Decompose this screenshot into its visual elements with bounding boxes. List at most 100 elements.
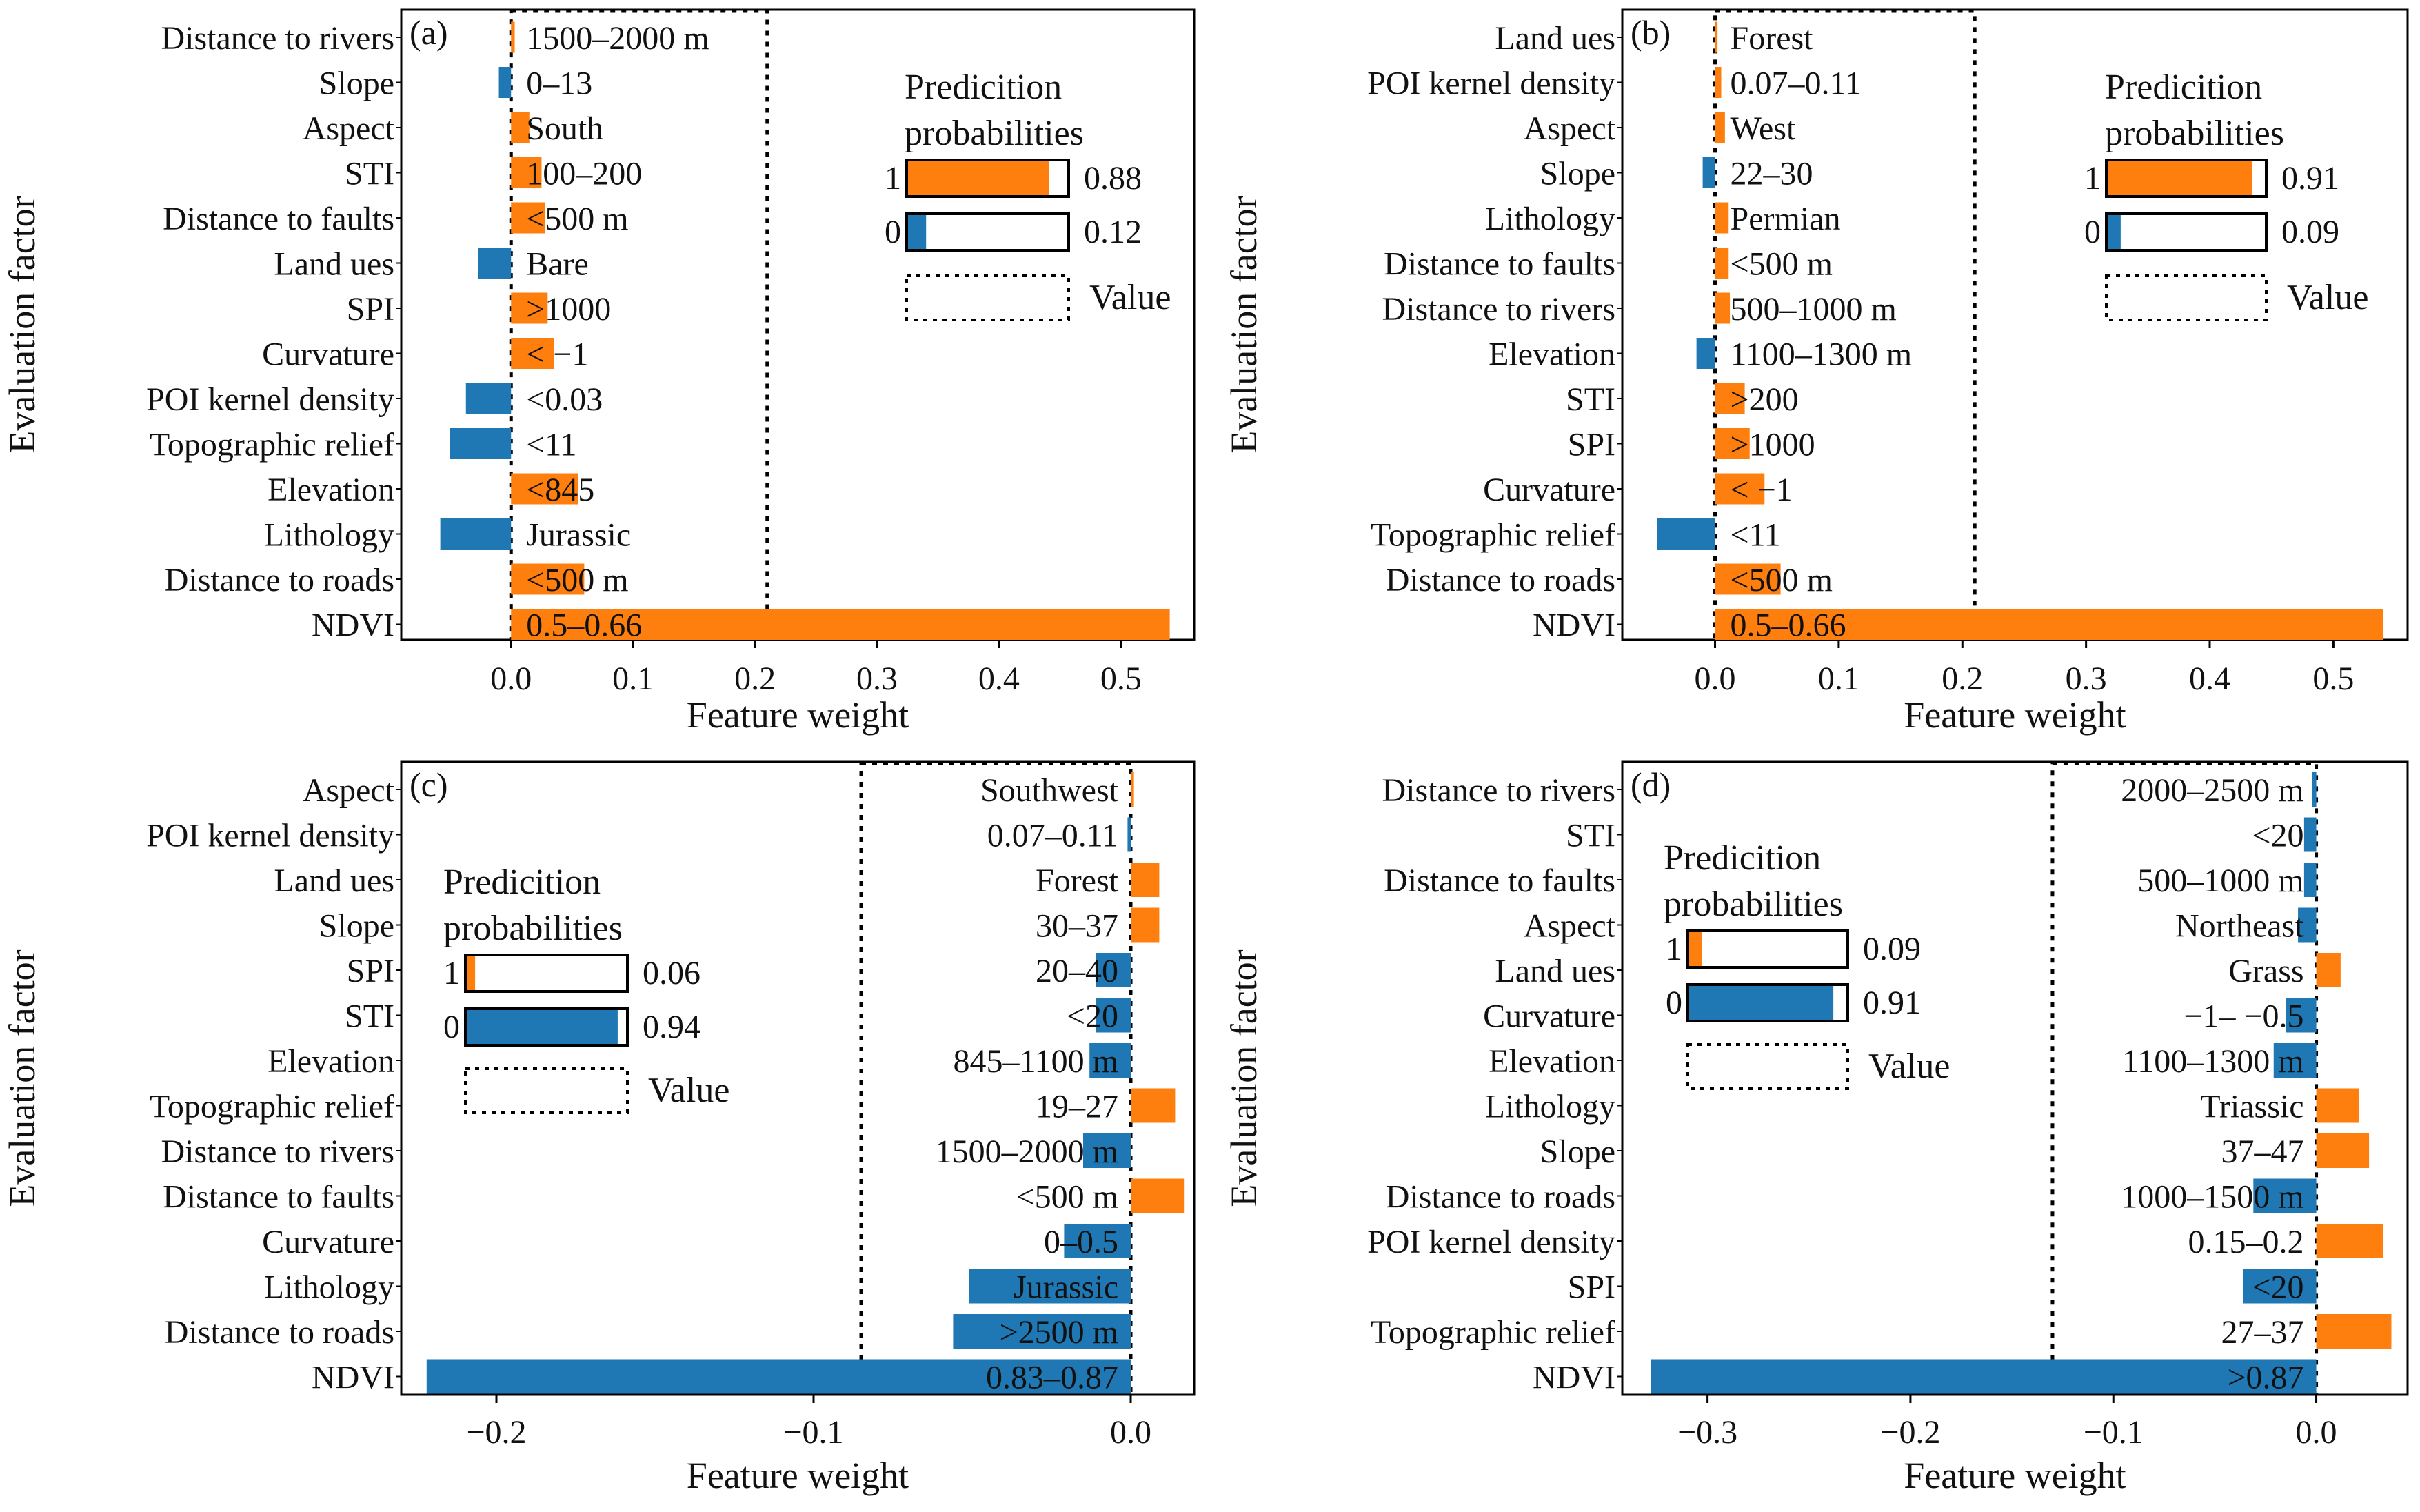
probability-bar-class1 xyxy=(465,955,476,991)
bar xyxy=(1096,953,1131,987)
value-legend-swatch xyxy=(464,1067,629,1114)
x-axis-label: Feature weight xyxy=(1904,694,2126,736)
factor-label: Topographic relief xyxy=(150,427,394,463)
x-tick-label: −0.1 xyxy=(2084,1414,2144,1451)
probability-value: 0.94 xyxy=(643,1009,700,1045)
legend-title: probabilities xyxy=(443,909,623,948)
bar xyxy=(969,1269,1131,1304)
value-label: < −1 xyxy=(526,336,588,373)
legend-title: Predicition xyxy=(905,68,1062,107)
factor-label: Aspect xyxy=(1524,110,1616,147)
value-label: 0–0.5 xyxy=(1044,1224,1118,1260)
factor-label: Curvature xyxy=(262,336,394,373)
bar xyxy=(511,609,1170,640)
x-tick-label: 0.3 xyxy=(2066,661,2107,697)
factor-label: Lithology xyxy=(1485,1089,1615,1125)
panel-b: (b) Land ues Forest POI kernel density 0.07–… xyxy=(1223,8,2409,736)
x-tick-label: 0.0 xyxy=(1695,661,1736,697)
factor-label: Distance to rivers xyxy=(161,1133,394,1170)
factor-label: Land ues xyxy=(274,246,394,283)
legend-title: probabilities xyxy=(1664,885,1843,924)
value-label: 1100–1300 m xyxy=(1731,336,1913,373)
bar xyxy=(2303,817,2317,852)
x-tick-label: 0.3 xyxy=(856,661,898,697)
value-label: West xyxy=(1731,110,1796,147)
factor-label: Curvature xyxy=(262,1224,394,1260)
factor-label: Slope xyxy=(1540,1133,1615,1170)
legend-title: probabilities xyxy=(2105,114,2284,153)
value-label: 845–1100 m xyxy=(953,1043,1118,1080)
value-label: >2500 m xyxy=(1000,1314,1118,1351)
probability-class-label: 0 xyxy=(2084,214,2101,250)
probability-bar-class1 xyxy=(907,160,1049,196)
legend-title: probabilities xyxy=(905,114,1084,153)
y-axis-label: Evaluation factor xyxy=(1,196,43,453)
bar xyxy=(2243,1269,2317,1304)
value-label: 0–13 xyxy=(526,65,592,102)
probability-value: 0.91 xyxy=(1863,985,1921,1021)
bar xyxy=(1715,428,1750,459)
x-tick-label: 0.2 xyxy=(734,661,776,697)
bar xyxy=(511,338,554,369)
x-tick-label: −0.2 xyxy=(1880,1414,1940,1451)
bar xyxy=(511,21,515,53)
bar xyxy=(2298,907,2317,943)
value-label: >1000 xyxy=(1731,427,1815,463)
probability-bar-frame xyxy=(905,159,1070,198)
value-label: 0.5–0.66 xyxy=(1731,607,1846,644)
bar xyxy=(1089,1043,1131,1078)
probability-value: 0.91 xyxy=(2281,160,2339,196)
probability-bar-class0 xyxy=(2106,214,2121,250)
factor-label: Aspect xyxy=(1524,908,1616,945)
value-label: 22–30 xyxy=(1731,156,1813,192)
bar xyxy=(2303,863,2317,897)
value-label: Bare xyxy=(526,246,589,283)
legend-title: Predicition xyxy=(1664,838,1821,878)
bar xyxy=(2286,998,2317,1033)
factor-label: Lithology xyxy=(264,1269,394,1306)
probability-value: 0.12 xyxy=(1084,214,1142,250)
factor-label: STI xyxy=(1566,381,1615,418)
value-legend-label: Value xyxy=(1089,278,1171,317)
value-label: 0.07–0.11 xyxy=(1731,65,1862,102)
bar xyxy=(1715,473,1765,505)
bar xyxy=(498,67,512,98)
panel-label: (c) xyxy=(410,765,448,804)
probability-class-label: 1 xyxy=(443,955,460,991)
probability-bar-frame xyxy=(905,212,1070,252)
y-axis-label: Evaluation factor xyxy=(1,949,43,1207)
factor-label: Elevation xyxy=(1489,336,1615,373)
factor-label: Distance to roads xyxy=(1386,1179,1615,1216)
factor-label: NDVI xyxy=(1533,1360,1615,1396)
value-label: 1100–1300 m xyxy=(2122,1043,2304,1080)
value-label: 100–200 xyxy=(526,156,642,192)
factor-label: STI xyxy=(345,156,394,192)
bar xyxy=(2253,1178,2317,1213)
value-label: 2000–2500 m xyxy=(2121,772,2303,809)
value-label: >0.87 xyxy=(2227,1360,2303,1396)
value-label: −1– −0.5 xyxy=(2184,998,2303,1035)
probability-bar-class1 xyxy=(2106,160,2252,196)
x-tick-label: 0.0 xyxy=(2296,1414,2337,1451)
bar xyxy=(1083,1133,1131,1168)
factor-label: NDVI xyxy=(312,1360,394,1396)
prediction-probabilities-legend: Predicition probabilities 1 0.06 0 0.94 Value xyxy=(443,863,729,1114)
factor-label: Lithology xyxy=(264,517,394,554)
bar xyxy=(2316,1133,2370,1168)
bar xyxy=(1715,67,1722,98)
probability-bar-frame xyxy=(464,1007,629,1047)
y-axis-label: Evaluation factor xyxy=(1223,949,1264,1207)
factor-label: Slope xyxy=(319,908,394,945)
bar xyxy=(1131,907,1160,943)
factor-label: Land ues xyxy=(1495,20,1615,57)
probability-class-label: 1 xyxy=(885,160,901,196)
y-axis-label: Evaluation factor xyxy=(1223,196,1264,453)
bar xyxy=(1131,1088,1176,1123)
x-axis-label: Feature weight xyxy=(1904,1455,2126,1496)
factor-label: Distance to faults xyxy=(1384,863,1615,899)
bar xyxy=(1715,112,1725,143)
factor-label: Slope xyxy=(319,65,394,102)
bar xyxy=(1064,1224,1131,1258)
